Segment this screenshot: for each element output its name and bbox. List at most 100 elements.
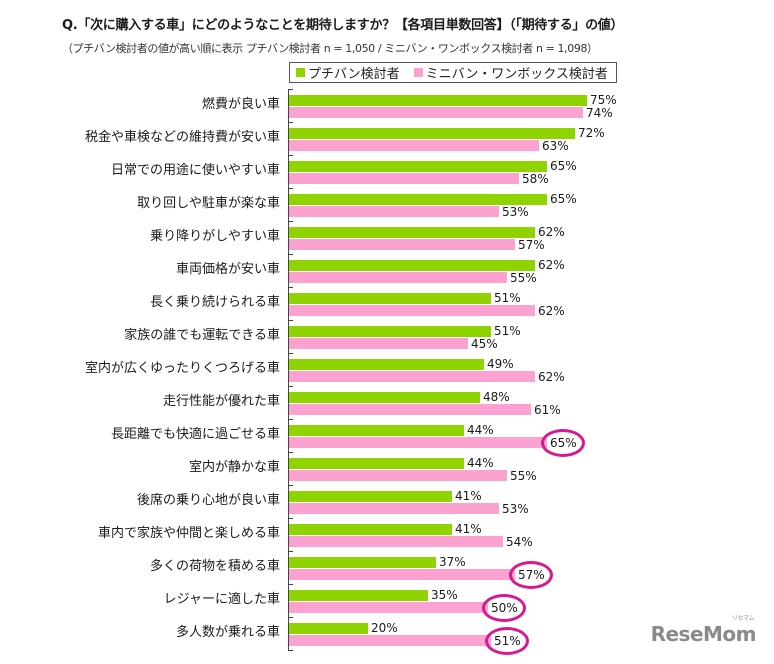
bar-petit-van [289,95,587,106]
category-label: 後席の乗り心地が良い車 [136,493,280,508]
chart-row: 室内が広くゆったりくつろげる車 49% 62% [0,353,774,386]
value-label: 65% [550,192,577,206]
bar-minivan [289,140,539,151]
bar-petit-van [289,458,464,469]
bar-minivan [289,371,535,382]
value-label: 44% [467,456,494,470]
bar-petit-van [289,194,547,205]
category-label: 長距離でも快適に過ごせる車 [110,427,280,442]
legend-swatch-pink [413,68,423,77]
chart-row: 税金や車検などの維持費が安い車 72% 63% [0,122,774,155]
bar-minivan [289,173,519,184]
category-label: 走行性能が優れた車 [162,394,280,409]
chart-row: 燃費が良い車 75% 74% [0,89,774,122]
chart-subtitle: （プチバン検討者の値が高い順に表示 プチバン検討者 n = 1,050 / ミニ… [62,42,598,55]
value-label: 54% [506,535,533,549]
bar-minivan [289,569,515,580]
axis-tick [288,518,293,519]
value-label: 41% [455,489,482,503]
bar-minivan [289,635,491,646]
bar-petit-van [289,326,491,337]
chart-row: 長距離でも快適に過ごせる車 44% 65% [0,419,774,457]
chart-row: 車両価格が安い車 62% 55% [0,254,774,287]
bar-petit-van [289,623,368,634]
axis-tick [288,650,293,651]
chart-title: Q.「次に購入する車」にどのようなことを期待しますか？【各項目単数回答】（「期待… [62,18,624,33]
bar-petit-van [289,128,575,139]
value-label: 62% [538,258,565,272]
value-label: 65% [550,159,577,173]
legend-label: プチバン検討者 [308,67,400,82]
chart-row: 車内で家族や仲間と楽しめる車 41% 54% [0,518,774,551]
axis-tick [288,485,293,486]
value-label: 41% [455,522,482,536]
bar-petit-van [289,359,484,370]
value-label: 45% [471,337,498,351]
chart-row: 室内が静かな車 44% 55% [0,452,774,485]
bar-minivan [289,107,583,118]
bar-minivan [289,404,531,415]
value-label: 51% [494,324,521,338]
chart-row: 乗り降りがしやすい車 62% 57% [0,221,774,254]
bar-minivan [289,437,547,448]
bar-petit-van [289,491,452,502]
legend-item-minivan: ミニバン・ワンボックス検討者 [413,63,608,82]
value-label: 62% [538,225,565,239]
category-label: 多くの荷物を積める車 [149,559,280,574]
bar-minivan [289,536,503,547]
category-label: 取り回しや駐車が楽な車 [137,196,280,211]
value-label: 35% [431,588,458,602]
axis-tick [288,551,293,552]
category-label: 乗り降りがしやすい車 [150,229,280,244]
chart-row: 取り回しや駐車が楽な車 65% 53% [0,188,774,221]
axis-tick [288,89,293,90]
value-label: 62% [538,370,565,384]
value-label: 72% [578,126,605,140]
axis-tick [288,353,293,354]
category-label: 室内が広くゆったりくつろげる車 [84,361,280,376]
chart-row: レジャーに適した車 35% 50% [0,584,774,622]
logo-text: ReseMom [650,622,757,646]
bar-petit-van [289,557,436,568]
bar-minivan [289,239,515,250]
chart-row: 多くの荷物を積める車 37% 57% [0,551,774,589]
chart-row: 家族の誰でも運転できる車 51% 45% [0,320,774,353]
category-label: 家族の誰でも運転できる車 [124,328,280,343]
y-axis-line [288,89,289,651]
bar-petit-van [289,161,547,172]
value-label: 57% [518,238,545,252]
axis-tick [288,254,293,255]
category-label: 日常での用途に使いやすい車 [110,163,280,178]
value-label: 48% [483,390,510,404]
resemom-logo: ReseMom リセマム [650,615,757,646]
bar-petit-van [289,260,535,271]
category-label: 多人数が乗れる車 [175,625,280,640]
category-label: 車内で家族や仲間と楽しめる車 [97,526,280,541]
chart-row: 多人数が乗れる車 20% 51% [0,617,774,655]
value-label: 51% [494,291,521,305]
value-label: 53% [502,502,529,516]
chart-row: 走行性能が優れた車 48% 61% [0,386,774,419]
category-label: 長く乗り続けられる車 [149,295,280,310]
legend-item-petit-van: プチバン検討者 [296,63,400,82]
bar-petit-van [289,425,464,436]
chart-row: 後席の乗り心地が良い車 41% 53% [0,485,774,518]
axis-tick [288,584,293,585]
chart-row: 長く乗り続けられる車 51% 62% [0,287,774,320]
value-label: 44% [467,423,494,437]
bar-minivan [289,338,468,349]
value-label: 53% [502,205,529,219]
bar-minivan [289,305,535,316]
category-label: 車両価格が安い車 [175,262,280,277]
axis-tick [288,287,293,288]
category-label: 税金や車検などの維持費が安い車 [84,130,280,145]
value-label: 61% [534,403,561,417]
bar-petit-van [289,524,452,535]
bar-petit-van [289,590,428,601]
highlight-circle [541,429,585,457]
value-label: 55% [510,271,537,285]
category-label: 燃費が良い車 [201,97,280,112]
highlight-circle [482,594,526,622]
bar-petit-van [289,227,535,238]
legend-swatch-green [296,68,305,77]
